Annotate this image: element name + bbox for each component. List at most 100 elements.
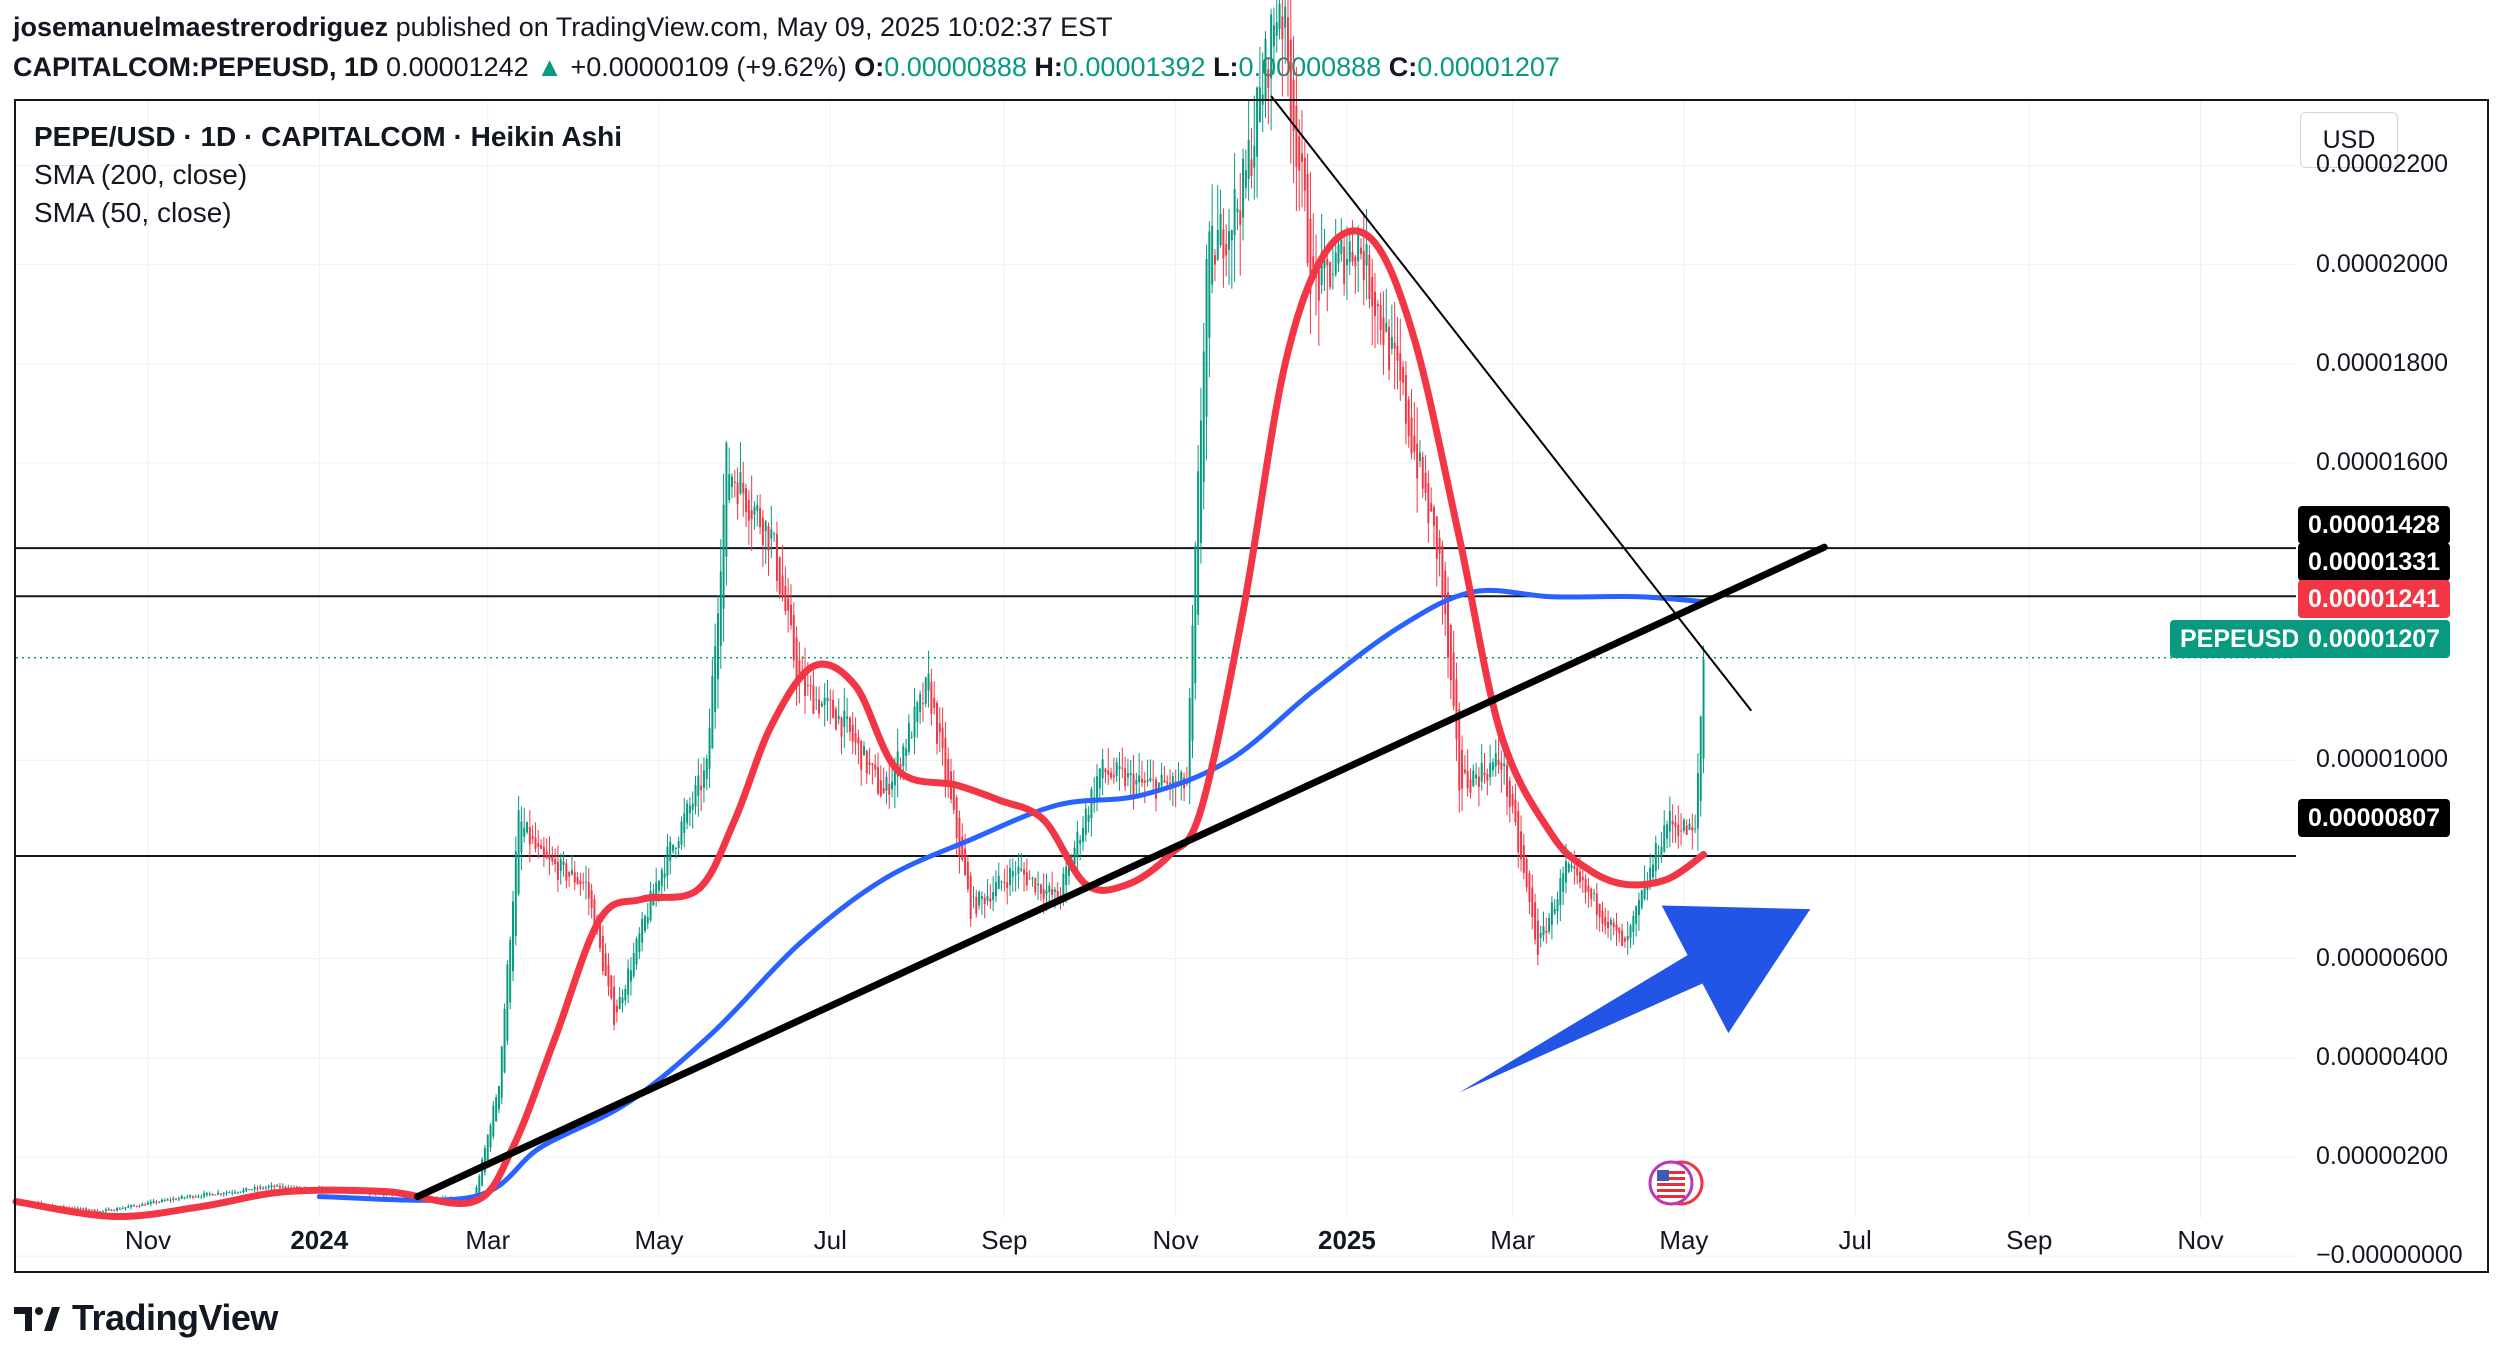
candle-body-169 [489,1125,492,1148]
candle-body-474 [1345,259,1348,266]
candle-body-289 [826,697,829,702]
candle-body-221 [635,939,638,965]
close-price-tag: 0.00001207 [2298,620,2451,658]
candle-body-478 [1357,234,1360,262]
candle-body-426 [1211,225,1214,285]
candle-body-263 [753,506,756,515]
candle-body-467 [1326,259,1329,266]
time-axis-label: May [634,1225,684,1255]
candle-body-168 [486,1134,489,1161]
candle-body-45 [141,1203,144,1207]
candle-body-489 [1388,327,1391,371]
candle-body-558 [1581,877,1584,881]
candle-body-469 [1331,274,1334,276]
candle-body-480 [1362,250,1365,281]
candle-body-590 [1671,821,1674,825]
candle-body-597 [1691,826,1694,831]
candle-body-238 [683,813,686,833]
candle-body-498 [1413,435,1416,452]
candle-body-218 [627,968,630,995]
candle-body-543 [1539,932,1542,938]
candle-body-285 [815,699,818,701]
candle-body-574 [1626,936,1629,940]
candle-body-580 [1643,880,1646,899]
tradingview-logo[interactable]: TradingView [14,1296,278,1340]
currency-button[interactable]: USD [2300,112,2398,168]
candle-body-174 [503,1008,506,1073]
candle-body-397 [1129,772,1132,776]
candle-body-399 [1135,780,1138,785]
candle-body-24 [82,1208,85,1210]
candle-body-432 [1228,231,1230,250]
candle-body-501 [1421,456,1424,489]
candle-body-514 [1458,709,1461,791]
candle-body-387 [1101,759,1104,779]
candle-body-465 [1320,251,1323,286]
candle-body-235 [674,847,677,849]
candle-body-578 [1637,900,1640,915]
candle-body-423 [1202,351,1205,482]
candle-body-244 [700,785,703,790]
legend-sma200[interactable]: SMA (200, close) [34,159,248,190]
price-axis-label: 0.00001600 [2316,447,2449,476]
candle-body-564 [1598,904,1601,918]
candle-body-327 [933,697,936,708]
candle-body-60 [183,1197,186,1199]
candle-body-80 [239,1191,242,1193]
low-label: L: [1213,52,1239,82]
candle-body-264 [756,505,759,511]
candle-body-38 [121,1208,124,1210]
time-axis-label: 2024 [290,1225,349,1255]
legend-sma50[interactable]: SMA (50, close) [34,197,232,228]
candle-body-354 [1009,868,1011,886]
candle-body-194 [559,859,562,871]
candle-body-510 [1447,592,1450,658]
candle-body-495 [1404,375,1407,424]
candle-body-296 [846,716,849,719]
candle-body-342 [975,896,978,914]
candle-body-42 [132,1205,135,1207]
candle-body-438 [1244,170,1247,189]
candle-body-324 [924,677,927,704]
candle-body-388 [1104,768,1107,773]
candle-body-212 [610,975,613,998]
candle-body-450 [1278,3,1281,30]
support-trendline [414,543,1828,1201]
candle-body-341 [972,896,975,898]
sma50-line [12,227,1708,1221]
candle-body-499 [1416,443,1419,479]
candle-body-68 [205,1192,208,1195]
candle-body-226 [649,890,652,921]
candle-body-41 [130,1205,133,1208]
candle-body-88 [262,1187,265,1189]
author-name[interactable]: josemanuelmaestrerodriguez [13,12,389,42]
candle-body-28 [93,1209,96,1212]
candle-body-539 [1528,873,1531,902]
candle-body-302 [862,746,865,756]
candle-body-365 [1039,884,1042,894]
candle-body-443 [1258,87,1261,123]
legend-title[interactable]: PEPE/USD · 1D · CAPITALCOM · Heikin Ashi [34,121,623,152]
candle-body-460 [1306,174,1309,264]
candle-body-363 [1034,878,1037,893]
candle-body-193 [556,861,559,880]
candle-body-303 [865,750,868,774]
candle-body-33 [107,1208,110,1211]
flag-stripe-2 [1657,1183,1685,1186]
candle-body-346 [986,896,989,901]
candle-body-166 [481,1159,484,1186]
candle-body-330 [941,727,944,749]
candle-body-320 [913,706,916,738]
candle-body-481 [1365,244,1368,266]
candle-body-336 [958,817,961,857]
candle-body-276 [789,604,792,626]
candle-body-202 [582,882,585,884]
candle-body-344 [980,896,983,899]
candle-body-454 [1289,39,1292,121]
candle-body-418 [1188,697,1191,784]
time-axis-label: Sep [2006,1225,2053,1255]
candle-body-547 [1550,902,1553,925]
candle-body-538 [1525,859,1528,888]
candle-body-507 [1438,537,1441,554]
